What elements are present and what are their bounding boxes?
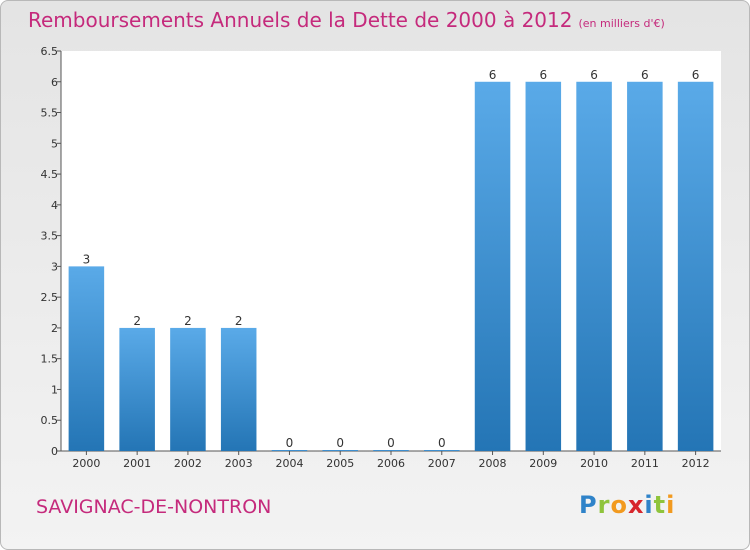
y-tick-label: 2 [51, 322, 58, 335]
data-label: 0 [336, 436, 344, 450]
x-tick-label: 2007 [428, 457, 456, 470]
y-tick-label: 4.5 [41, 168, 59, 181]
data-label: 6 [489, 68, 497, 82]
data-label: 0 [286, 436, 294, 450]
x-tick-label: 2009 [529, 457, 557, 470]
data-label: 2 [133, 314, 141, 328]
logo-letter: t [653, 491, 667, 519]
bar [627, 81, 663, 452]
data-label: 6 [641, 68, 649, 82]
x-tick-label: 2010 [580, 457, 608, 470]
logo-letter: r [597, 491, 611, 519]
bar [576, 81, 612, 452]
y-tick-label: 3.5 [41, 230, 59, 243]
y-tick-label: 4 [51, 199, 58, 212]
data-label: 0 [387, 436, 395, 450]
title-text: Remboursements Annuels de la Dette de 20… [28, 8, 573, 32]
logo-letter: P [579, 491, 598, 519]
x-tick-label: 2003 [225, 457, 253, 470]
x-tick-label: 2001 [123, 457, 151, 470]
data-label: 3 [83, 252, 91, 266]
y-tick-label: 6 [51, 76, 58, 89]
logo-letter: x [627, 491, 645, 519]
y-tick-label: 5.5 [41, 107, 59, 120]
bar [424, 450, 460, 451]
y-tick-label: 2.5 [41, 291, 59, 304]
y-tick-label: 0.5 [41, 414, 59, 427]
bar [525, 81, 562, 452]
x-tick-label: 2012 [682, 457, 710, 470]
data-label: 6 [539, 68, 547, 82]
bar [373, 450, 409, 451]
y-tick-label: 6.5 [41, 45, 59, 58]
bar [271, 450, 308, 451]
bar [170, 327, 206, 451]
bar [474, 81, 511, 452]
data-label: 0 [438, 436, 446, 450]
commune-name: SAVIGNAC-DE-NONTRON [36, 496, 272, 518]
data-label: 6 [692, 68, 700, 82]
y-tick-label: 1 [51, 383, 58, 396]
y-tick-label: 3 [51, 260, 58, 273]
bar [68, 266, 105, 451]
x-tick-label: 2000 [72, 457, 100, 470]
logo-letter: i [644, 491, 654, 519]
data-label: 2 [184, 314, 192, 328]
y-tick-label: 1.5 [41, 353, 59, 366]
data-label: 2 [235, 314, 243, 328]
proxiti-logo: Proxiti [579, 491, 675, 519]
data-label: 6 [590, 68, 598, 82]
unit-label: (en milliers d'€) [578, 17, 665, 30]
x-tick-label: 2005 [326, 457, 354, 470]
y-tick-label: 5 [51, 137, 58, 150]
bar [677, 81, 714, 452]
logo-letter: i [666, 491, 676, 519]
x-tick-label: 2011 [631, 457, 659, 470]
logo-letter: o [610, 491, 628, 519]
y-tick-label: 0 [51, 445, 58, 458]
x-tick-label: 2002 [174, 457, 202, 470]
bar [119, 327, 155, 451]
x-tick-label: 2004 [275, 457, 303, 470]
chart-title: Remboursements Annuels de la Dette de 20… [28, 8, 665, 32]
x-tick-label: 2006 [377, 457, 405, 470]
x-tick-label: 2008 [479, 457, 507, 470]
bar [322, 450, 358, 451]
bar [220, 327, 257, 451]
